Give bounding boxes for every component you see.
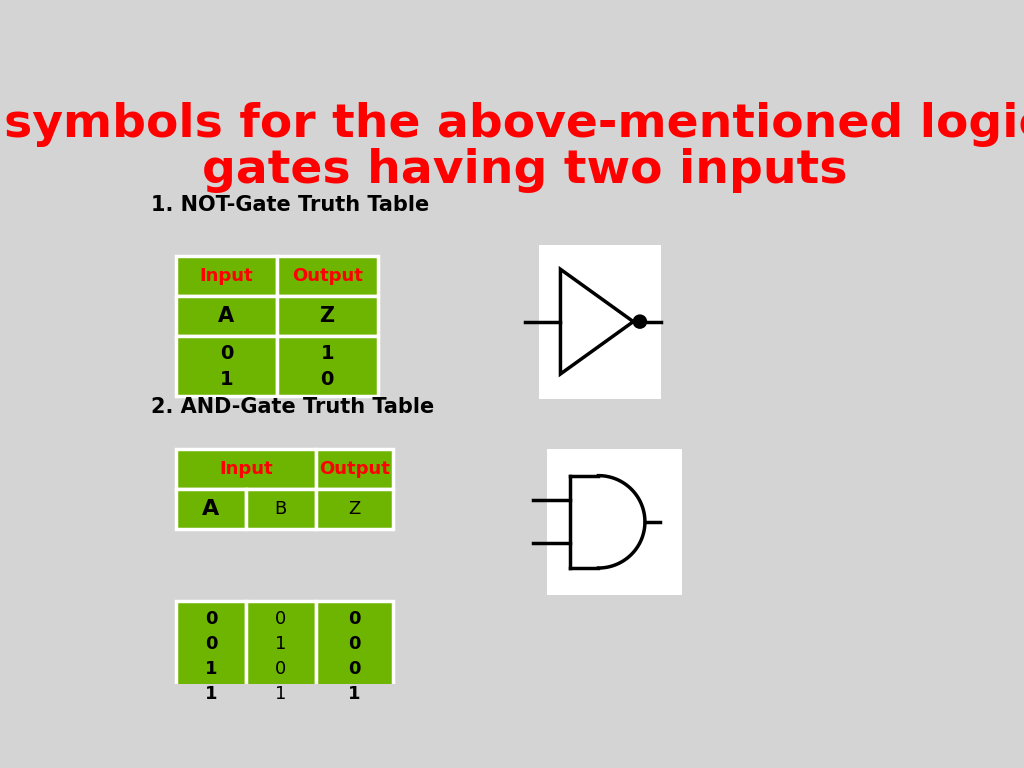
Bar: [547, 449, 682, 595]
Text: 0
1: 0 1: [219, 343, 233, 389]
Bar: [276, 296, 378, 336]
Text: 1
0: 1 0: [321, 343, 334, 389]
Bar: [176, 296, 276, 336]
Text: 0
0
1
1: 0 0 1 1: [205, 611, 217, 703]
Bar: [246, 601, 315, 713]
Bar: [315, 449, 393, 488]
Text: Input: Input: [219, 460, 272, 478]
Bar: [246, 488, 315, 528]
Text: Input: Input: [200, 267, 253, 285]
Bar: [176, 449, 315, 488]
Text: A: A: [218, 306, 234, 326]
Bar: [176, 488, 246, 528]
Text: Output: Output: [318, 460, 390, 478]
Bar: [276, 257, 378, 296]
Polygon shape: [560, 270, 633, 374]
Bar: [176, 336, 276, 396]
Bar: [276, 336, 378, 396]
Text: 0
1
0
1: 0 1 0 1: [275, 611, 287, 703]
Text: 2. AND-Gate Truth Table: 2. AND-Gate Truth Table: [152, 397, 434, 417]
Bar: [315, 601, 393, 713]
Text: Output: Output: [292, 267, 362, 285]
Text: 0
0
0
1: 0 0 0 1: [348, 611, 360, 703]
Circle shape: [633, 315, 646, 328]
Text: Z: Z: [319, 306, 335, 326]
Text: gates having two inputs: gates having two inputs: [202, 148, 848, 194]
Text: A: A: [203, 498, 219, 518]
Bar: [315, 488, 393, 528]
Bar: [176, 257, 276, 296]
Bar: [539, 245, 660, 399]
Text: Z: Z: [348, 500, 360, 518]
Text: B: B: [274, 500, 287, 518]
Text: 1. NOT-Gate Truth Table: 1. NOT-Gate Truth Table: [152, 194, 429, 214]
Bar: [176, 601, 246, 713]
Text: symbols for the above-mentioned logic: symbols for the above-mentioned logic: [3, 102, 1024, 147]
